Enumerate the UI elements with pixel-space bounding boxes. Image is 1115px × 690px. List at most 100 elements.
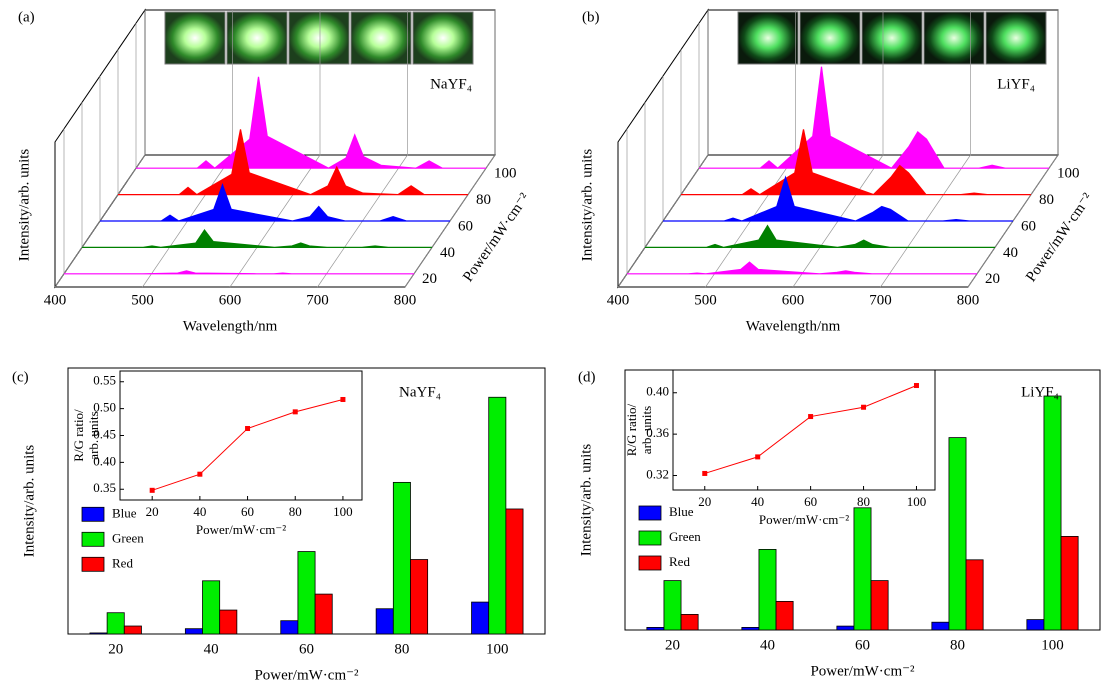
bar (280, 620, 299, 635)
inset-x-tick-label: 80 (289, 504, 302, 519)
inset-y-tick-label: 0.40 (93, 453, 116, 468)
panel-label: (a) (18, 9, 35, 25)
inset-x-tick-label: 20 (698, 494, 711, 509)
spot-image (350, 11, 412, 65)
legend-swatch (638, 555, 662, 571)
z-axis-label: Power/mW·cm⁻² (460, 190, 533, 285)
spectrum (681, 129, 1031, 196)
x-tick-label: 700 (869, 292, 892, 308)
x-tick-label: 60 (855, 637, 870, 653)
z-tick-label: 100 (1057, 166, 1080, 182)
bar (375, 608, 394, 635)
inset-marker (149, 487, 155, 493)
inset-y-tick-label: 0.35 (93, 480, 116, 495)
inset-y-tick-label: 0.36 (646, 425, 669, 440)
bar (106, 612, 125, 635)
inset-x-tick-label: 100 (907, 494, 927, 509)
spot-image (288, 11, 350, 65)
inset-x-axis-label: Power/mW·cm⁻² (196, 522, 286, 537)
legend-swatch (81, 556, 105, 572)
inset-marker (913, 383, 919, 389)
spot-image (412, 11, 474, 65)
z-tick-label: 20 (985, 271, 1000, 287)
inset-y-axis-label: arb. units (86, 411, 101, 459)
legend-swatch (638, 530, 662, 546)
inset-x-axis-label: Power/mW·cm⁻² (759, 512, 849, 527)
z-tick-label: 20 (422, 271, 437, 287)
spectrum (100, 182, 450, 222)
x-tick-label: 400 (44, 292, 67, 308)
spot-image (861, 11, 923, 65)
inset-marker (861, 404, 867, 410)
x-tick-label: 400 (607, 292, 630, 308)
spot-images-b (737, 11, 1047, 65)
bar (1043, 395, 1062, 631)
spot-image (164, 11, 226, 65)
x-tick-label: 60 (299, 641, 314, 657)
x-axis-label: Power/mW·cm⁻² (810, 663, 915, 679)
spot-image (985, 11, 1047, 65)
legend-label: Blue (669, 504, 694, 519)
x-tick-label: 500 (131, 292, 154, 308)
z-tick-label: 60 (458, 218, 473, 234)
inset-frame (672, 369, 936, 491)
inset-y-tick-label: 0.50 (93, 400, 116, 415)
z-tick-label: 80 (1039, 192, 1054, 208)
bar (89, 632, 108, 635)
bar (202, 580, 221, 635)
bar (471, 601, 490, 635)
x-tick-label: 600 (782, 292, 805, 308)
x-tick-label: 800 (957, 292, 980, 308)
x-tick-label: 800 (394, 292, 417, 308)
bar (314, 593, 333, 635)
spectrum (645, 224, 995, 249)
spot-image (799, 11, 861, 65)
inset-frame (119, 370, 363, 501)
legend-swatch (81, 531, 105, 547)
inset-x-tick-label: 60 (241, 504, 254, 519)
bar (1060, 536, 1079, 631)
x-tick-label: 40 (204, 641, 219, 657)
y-axis-label: Intensity/arb. units (21, 445, 37, 558)
bar (836, 625, 855, 631)
y-axis-label: Intensity/arb. units (16, 149, 32, 262)
inset-x-tick-label: 60 (804, 494, 817, 509)
inset-y-axis-label: R/G ratio/ (624, 403, 639, 456)
spectrum (699, 66, 1049, 169)
z-tick-label: 60 (1021, 218, 1036, 234)
z-axis-label: Power/mW·cm⁻² (1023, 190, 1096, 285)
bar (410, 559, 429, 635)
inset-x-tick-label: 40 (193, 504, 206, 519)
inset-marker (340, 396, 346, 402)
spot-image (737, 11, 799, 65)
spot-images-a (164, 11, 474, 65)
spectrum (118, 129, 468, 196)
legend-label: Green (669, 529, 701, 544)
legend-label: Red (669, 554, 690, 569)
legend-label: Red (112, 555, 133, 570)
x-axis-label: Wavelength/nm (746, 318, 841, 334)
material: NaYF₄ (399, 384, 441, 400)
bar (948, 437, 967, 631)
material: NaYF₄ (430, 76, 472, 92)
material: LiYF₄ (1021, 384, 1059, 400)
bar (965, 559, 984, 631)
z-tick-label: 40 (1003, 245, 1018, 261)
bar (219, 609, 238, 635)
x-tick-label: 20 (665, 637, 680, 653)
x-axis-label: Wavelength/nm (183, 318, 278, 334)
bar (853, 507, 872, 631)
x-tick-label: 20 (108, 641, 123, 657)
material: LiYF₄ (997, 76, 1035, 92)
bar (184, 628, 203, 635)
bar (392, 481, 411, 635)
x-axis-label: Power/mW·cm⁻² (254, 667, 359, 683)
legend-label: Green (112, 530, 144, 545)
spectrum (64, 270, 414, 275)
z-tick-label: 40 (440, 245, 455, 261)
panel-label: (c) (12, 369, 29, 385)
inset-x-tick-label: 100 (333, 504, 353, 519)
spectrum (136, 76, 486, 169)
x-tick-label: 700 (306, 292, 329, 308)
panel-label: (b) (582, 9, 600, 25)
